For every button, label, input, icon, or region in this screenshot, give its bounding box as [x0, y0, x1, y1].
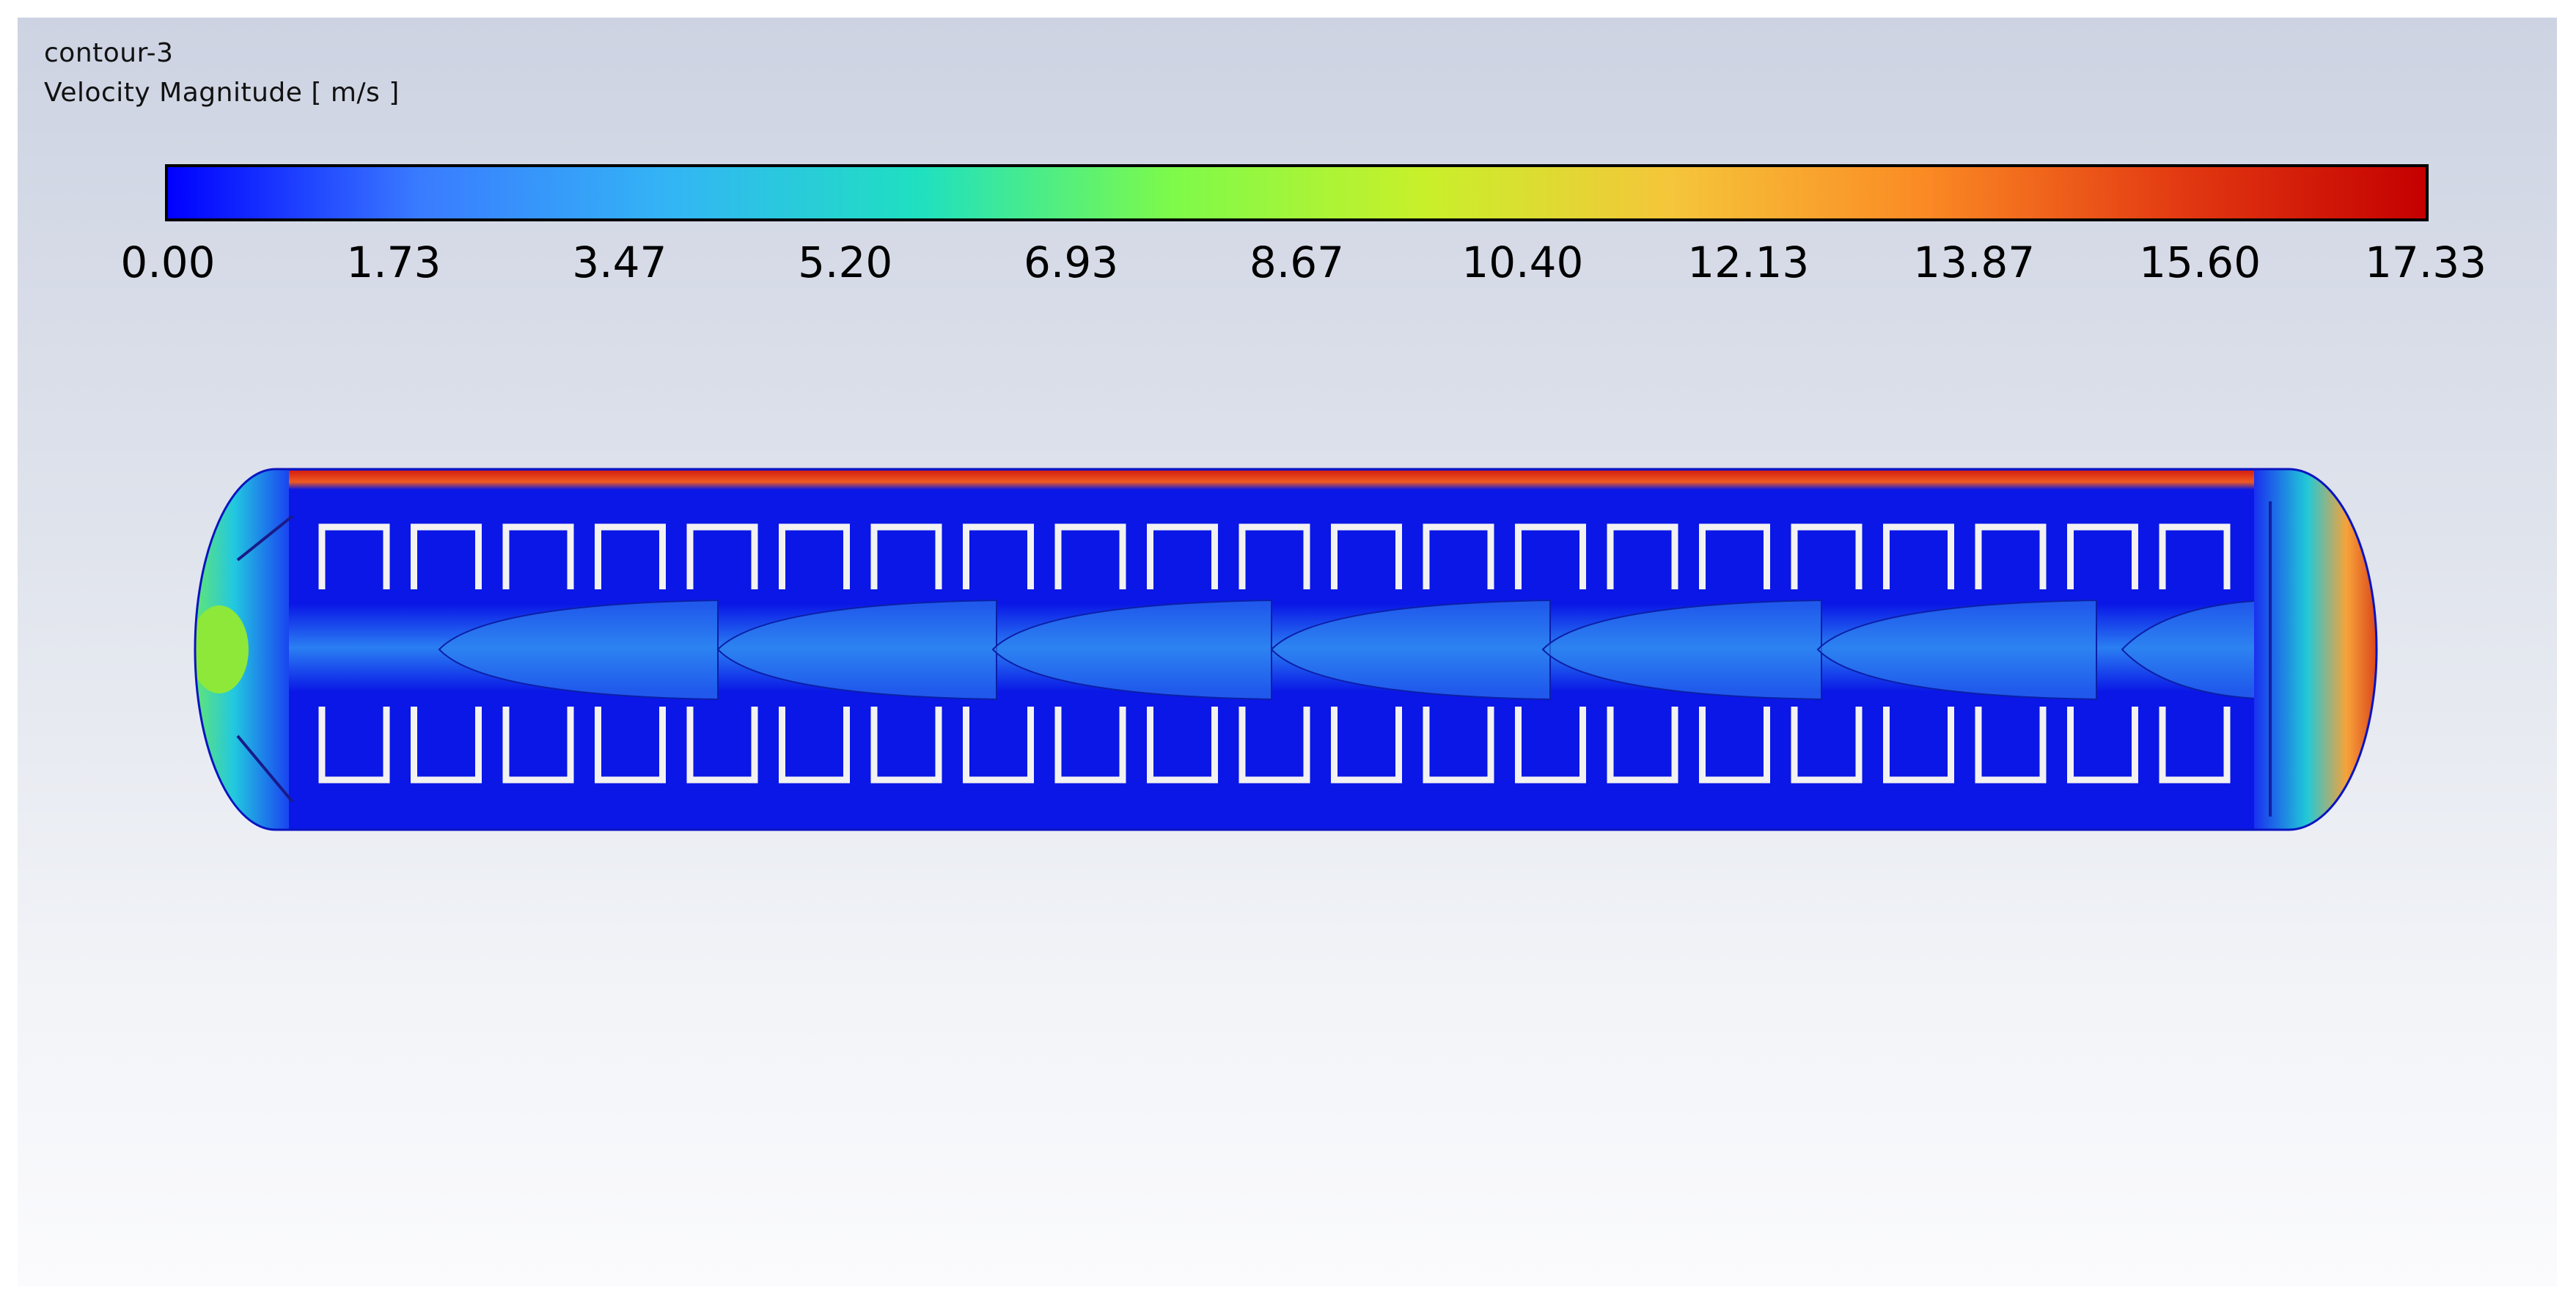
baffle-bottom [870, 707, 942, 784]
contour-quantity: Velocity Magnitude [ m/s ] [44, 78, 400, 108]
baffle-top [318, 523, 390, 589]
baffle-top [1883, 523, 1954, 589]
baffle-top [870, 523, 942, 589]
baffle-top [779, 523, 850, 589]
baffle-bottom [1791, 707, 1863, 784]
wake-cone [438, 599, 719, 701]
baffle-bottom [1423, 707, 1494, 784]
inlet-core [195, 605, 249, 693]
baffle-bottom [779, 707, 850, 784]
graphics-viewport[interactable]: contour-3 Velocity Magnitude [ m/s ] 0.0… [18, 18, 2557, 1286]
colorbar-tick-label: 13.87 [1913, 237, 2036, 287]
baffle-top [686, 523, 758, 589]
colorbar-legend [165, 164, 2429, 221]
baffle-bottom [1699, 707, 1770, 784]
baffle-array [318, 523, 2231, 784]
top-wall-jet [276, 471, 2285, 490]
baffle-top [2067, 523, 2138, 589]
baffle-bottom [1054, 707, 1126, 784]
wake-cone [1270, 599, 1551, 701]
colorbar-tick-label: 15.60 [2139, 237, 2261, 287]
outlet-region [2254, 469, 2377, 830]
baffle-top [1699, 523, 1770, 589]
colorbar-tick-label: 8.67 [1249, 237, 1345, 287]
baffle-top [1791, 523, 1863, 589]
baffle-bottom [2159, 707, 2231, 784]
baffle-bottom [1883, 707, 1954, 784]
baffle-top [1239, 523, 1310, 589]
baffle-top [1147, 523, 1218, 589]
baffle-top [1515, 523, 1586, 589]
baffle-top [963, 523, 1034, 589]
colorbar-tick-label: 10.40 [1461, 237, 1584, 287]
baffle-top [1607, 523, 1678, 589]
baffle-bottom [318, 707, 390, 784]
colorbar-tick-label: 5.20 [798, 237, 893, 287]
baffle-bottom [963, 707, 1034, 784]
colorbar-tick-label: 0.00 [120, 237, 216, 287]
vessel-flow-field [195, 469, 2377, 830]
baffle-top [1975, 523, 2047, 589]
baffle-bottom [1975, 707, 2047, 784]
contour-title-block: contour-3 Velocity Magnitude [ m/s ] [44, 34, 400, 113]
baffle-bottom [1607, 707, 1678, 784]
wake-cone [991, 599, 1272, 701]
baffle-bottom [595, 707, 666, 784]
baffle-top [2159, 523, 2231, 589]
baffle-bottom [1331, 707, 1402, 784]
colorbar-tick-label: 1.73 [346, 237, 441, 287]
baffle-top [595, 523, 666, 589]
baffle-top [411, 523, 482, 589]
wake-cone [1816, 599, 2097, 701]
vessel-outline [194, 468, 2378, 831]
baffle-top [502, 523, 574, 589]
wake-cone [1541, 599, 1822, 701]
baffle-bottom [2067, 707, 2138, 784]
inlet-distributor [236, 515, 294, 803]
wake-cones [438, 599, 2269, 701]
colorbar-tick-label: 12.13 [1687, 237, 1810, 287]
contour-plot [194, 468, 2378, 831]
baffle-bottom [502, 707, 574, 784]
colorbar-tick-label: 6.93 [1024, 237, 1119, 287]
baffle-top [1054, 523, 1126, 589]
wake-cone [716, 599, 997, 701]
contour-name: contour-3 [44, 38, 174, 68]
baffle-bottom [411, 707, 482, 784]
colorbar-tick-label: 3.47 [572, 237, 667, 287]
baffle-bottom [686, 707, 758, 784]
baffle-bottom [1239, 707, 1310, 784]
baffle-bottom [1147, 707, 1218, 784]
baffle-top [1331, 523, 1402, 589]
colorbar-tick-label: 17.33 [2364, 237, 2487, 287]
baffle-top [1423, 523, 1494, 589]
baffle-bottom [1515, 707, 1586, 784]
colorbar-tick-labels: 0.00 1.73 3.47 5.20 6.93 8.67 10.40 12.13 13.87 1… [18, 237, 2557, 303]
